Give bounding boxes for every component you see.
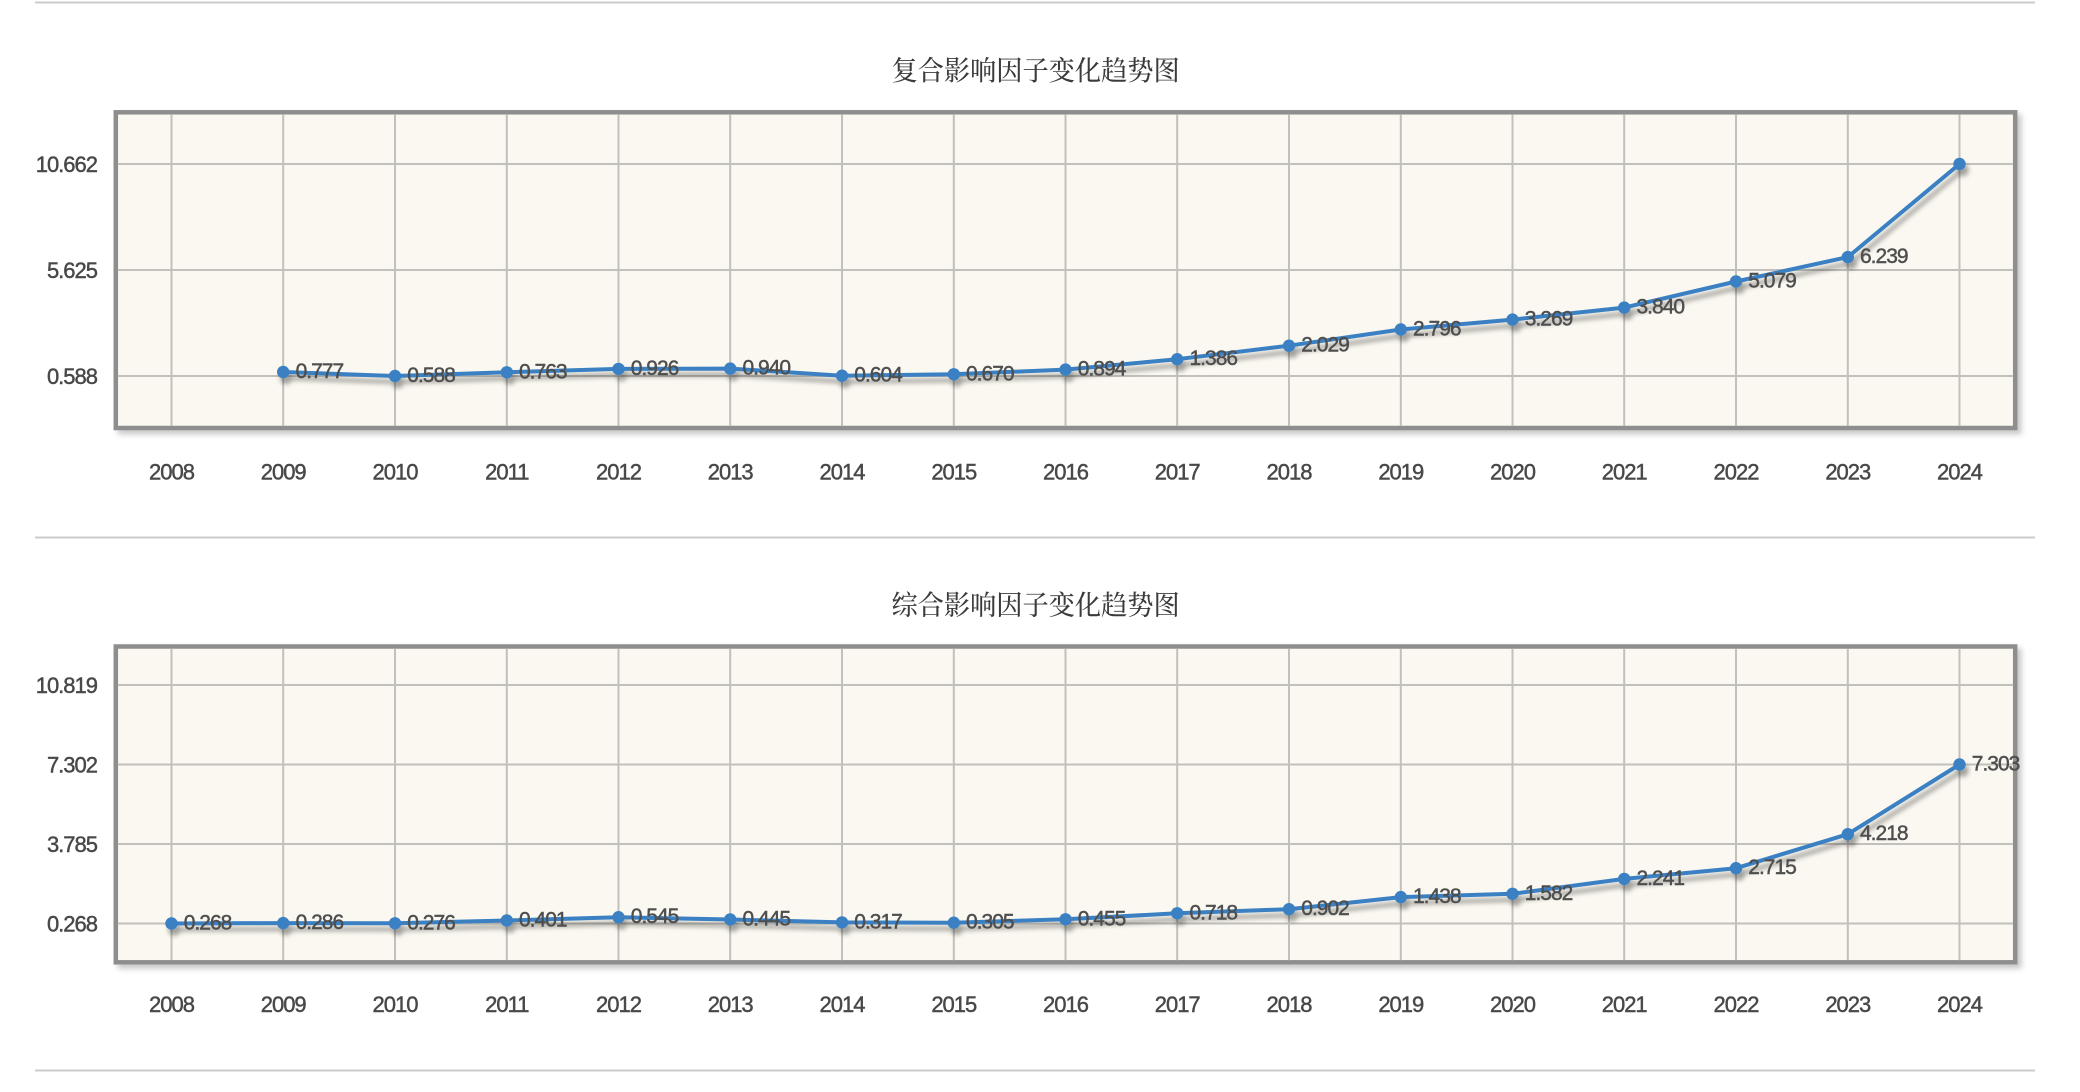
svg-text:2.241: 2.241 (1637, 867, 1685, 890)
svg-text:0.902: 0.902 (1301, 897, 1349, 920)
svg-text:2009: 2009 (261, 460, 307, 485)
svg-text:2016: 2016 (1043, 992, 1089, 1017)
svg-text:0.545: 0.545 (631, 905, 679, 928)
svg-text:0.268: 0.268 (47, 912, 98, 937)
svg-text:2008: 2008 (149, 992, 195, 1017)
svg-text:2010: 2010 (373, 460, 419, 485)
svg-text:0.670: 0.670 (966, 362, 1014, 385)
svg-text:2023: 2023 (1825, 460, 1871, 485)
svg-text:0.718: 0.718 (1190, 901, 1238, 924)
svg-text:2010: 2010 (373, 992, 419, 1017)
svg-text:1.582: 1.582 (1525, 882, 1573, 905)
svg-text:2018: 2018 (1267, 992, 1313, 1017)
svg-text:0.276: 0.276 (407, 911, 455, 934)
svg-text:0.305: 0.305 (966, 911, 1014, 934)
svg-text:0.588: 0.588 (47, 364, 98, 389)
svg-text:5.625: 5.625 (47, 258, 98, 283)
svg-text:2.715: 2.715 (1748, 856, 1796, 879)
svg-text:2022: 2022 (1714, 992, 1760, 1017)
svg-text:2021: 2021 (1602, 460, 1648, 485)
svg-text:0.317: 0.317 (854, 910, 902, 933)
svg-text:0.763: 0.763 (519, 360, 567, 383)
svg-text:2015: 2015 (931, 992, 977, 1017)
svg-text:10.662: 10.662 (36, 152, 98, 177)
svg-text:2020: 2020 (1490, 460, 1536, 485)
svg-text:2021: 2021 (1602, 992, 1648, 1017)
svg-text:3.785: 3.785 (47, 832, 98, 857)
svg-text:0.286: 0.286 (296, 911, 344, 934)
svg-text:2024: 2024 (1937, 992, 1983, 1017)
svg-text:2013: 2013 (708, 460, 754, 485)
svg-text:0.777: 0.777 (296, 360, 344, 383)
svg-text:2.029: 2.029 (1301, 334, 1349, 357)
svg-text:2015: 2015 (931, 460, 977, 485)
svg-text:2012: 2012 (596, 460, 642, 485)
svg-text:5.079: 5.079 (1748, 270, 1796, 293)
svg-text:2017: 2017 (1155, 460, 1201, 485)
svg-text:2014: 2014 (820, 460, 866, 485)
svg-text:0.455: 0.455 (1078, 907, 1126, 930)
svg-text:3.840: 3.840 (1637, 296, 1685, 319)
svg-text:2011: 2011 (485, 460, 529, 485)
svg-text:2017: 2017 (1155, 992, 1201, 1017)
svg-text:0.445: 0.445 (743, 908, 791, 931)
svg-text:2024: 2024 (1937, 460, 1983, 485)
svg-text:0.940: 0.940 (743, 357, 791, 380)
svg-text:0.926: 0.926 (631, 357, 679, 380)
svg-text:0.588: 0.588 (407, 364, 455, 387)
svg-text:0.268: 0.268 (184, 912, 232, 935)
svg-text:4.218: 4.218 (1860, 822, 1908, 845)
svg-text:1.438: 1.438 (1413, 885, 1461, 908)
svg-text:2009: 2009 (261, 992, 307, 1017)
svg-text:2.796: 2.796 (1413, 318, 1461, 341)
svg-text:2018: 2018 (1267, 460, 1313, 485)
svg-text:0.604: 0.604 (854, 364, 903, 387)
svg-text:2019: 2019 (1378, 992, 1424, 1017)
svg-text:2008: 2008 (149, 460, 195, 485)
svg-text:3.269: 3.269 (1525, 308, 1573, 331)
svg-text:7.303: 7.303 (1972, 753, 2020, 776)
svg-text:6.239: 6.239 (1860, 245, 1908, 268)
svg-text:7.302: 7.302 (47, 753, 98, 778)
svg-text:1.386: 1.386 (1190, 347, 1238, 370)
svg-text:2019: 2019 (1378, 460, 1424, 485)
svg-text:0.401: 0.401 (519, 909, 567, 932)
svg-text:10.819: 10.819 (36, 673, 98, 698)
svg-text:2016: 2016 (1043, 460, 1089, 485)
svg-text:0.894: 0.894 (1078, 358, 1127, 381)
svg-text:2011: 2011 (485, 992, 529, 1017)
svg-text:2022: 2022 (1714, 460, 1760, 485)
svg-text:2013: 2013 (708, 992, 754, 1017)
svg-text:2014: 2014 (820, 992, 866, 1017)
svg-text:2023: 2023 (1825, 992, 1871, 1017)
svg-text:2012: 2012 (596, 992, 642, 1017)
svg-text:2020: 2020 (1490, 992, 1536, 1017)
